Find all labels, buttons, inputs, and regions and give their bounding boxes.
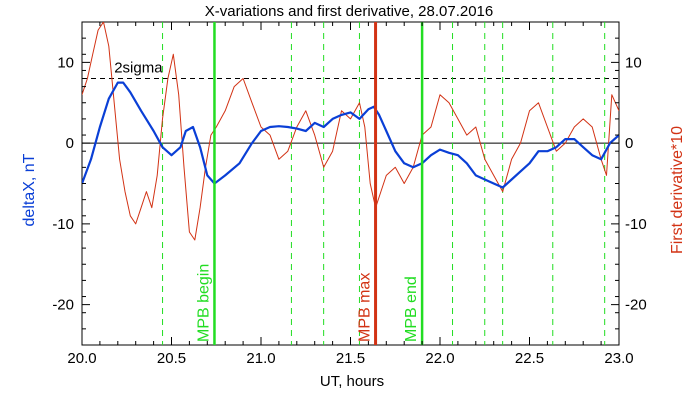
y-axis-label-right: First derivative*10 xyxy=(669,126,686,254)
series-derivative-line xyxy=(82,22,619,241)
marker-label-end: MPB end xyxy=(403,276,420,342)
y-tick-label-left: -10 xyxy=(52,216,74,233)
y-tick-label-right: 10 xyxy=(625,54,642,71)
y-tick-label-left: -20 xyxy=(52,297,74,314)
marker-layer: MPB begin MPB max MPB end xyxy=(195,22,424,345)
x-tick-label: 20.5 xyxy=(157,350,186,367)
series-layer xyxy=(82,22,619,241)
x-tick-label: 23.0 xyxy=(604,350,633,367)
chart-title: X-variations and first derivative, 28.07… xyxy=(205,3,494,20)
series-deltax-line xyxy=(82,81,619,189)
y-tick-label-left: 10 xyxy=(57,54,74,71)
x-tick-label: 20.0 xyxy=(67,350,96,367)
marker-label-begin: MPB begin xyxy=(195,264,212,342)
y-tick-label-right: 0 xyxy=(625,135,633,152)
axis-layer: 20.0 20.5 21.0 21.5 22.0 22.5 23.0 10 0 -10 -20 10 0… xyxy=(52,21,647,367)
x-tick-label: 22.0 xyxy=(425,350,454,367)
marker-label-max: MPB max xyxy=(357,273,374,342)
x-tick-label: 21.0 xyxy=(246,350,275,367)
x-tick-label: 22.5 xyxy=(515,350,544,367)
threshold-label: 2sigma xyxy=(114,60,163,77)
y-tick-label-right: -20 xyxy=(625,297,647,314)
x-tick-label: 21.5 xyxy=(336,350,365,367)
y-tick-label-right: -10 xyxy=(625,216,647,233)
grid-layer: 2sigma xyxy=(82,22,619,345)
y-tick-label-left: 0 xyxy=(66,135,74,152)
y-axis-label-left: deltaX, nT xyxy=(21,153,38,226)
x-axis-label: UT, hours xyxy=(320,373,384,390)
